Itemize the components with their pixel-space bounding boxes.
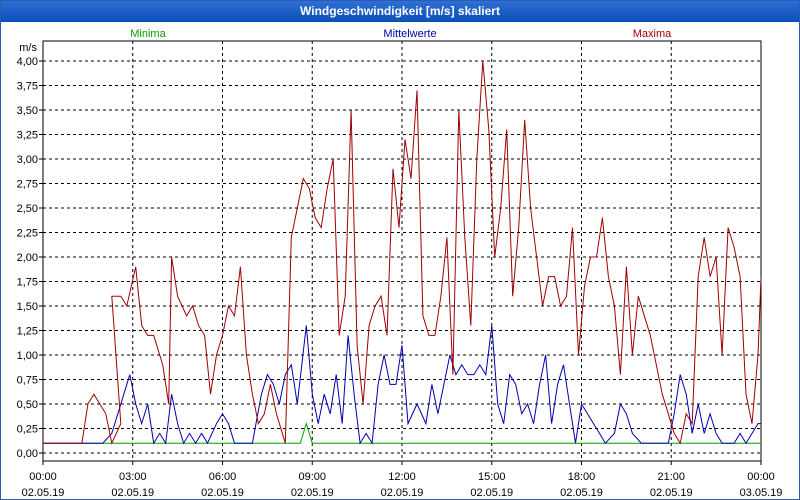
series-line-minima <box>43 421 761 444</box>
y-tick-label: 1,25 <box>17 326 38 338</box>
y-tick-label: 1,75 <box>17 277 38 289</box>
x-tick-time-label: 03:00 <box>119 471 147 483</box>
y-tick-label: 2,00 <box>17 252 38 264</box>
series-line-maxima <box>43 60 762 445</box>
y-tick-label: 0,50 <box>17 399 38 411</box>
y-tick-label: 3,75 <box>17 81 38 93</box>
x-tick-time-label: 21:00 <box>657 471 685 483</box>
x-tick-time-label: 18:00 <box>568 471 596 483</box>
y-tick-label: 0,75 <box>17 375 38 387</box>
y-axis-label: m/s <box>19 42 37 54</box>
x-tick-date-label: 02.05.19 <box>470 487 513 499</box>
series-line-mittelwerte <box>43 325 761 445</box>
y-tick-label: 3,50 <box>17 105 38 117</box>
y-tick-label: 0,25 <box>17 424 38 436</box>
x-tick-date-label: 03.05.19 <box>740 487 783 499</box>
y-tick-label: 1,50 <box>17 301 38 313</box>
y-tick-label: 2,75 <box>17 179 38 191</box>
y-tick-label: 3,25 <box>17 130 38 142</box>
x-tick-date-label: 02.05.19 <box>111 487 154 499</box>
x-tick-time-label: 15:00 <box>478 471 506 483</box>
title-bar: Windgeschwindigkeit [m/s] skaliert <box>1 1 799 22</box>
y-tick-label: 1,00 <box>17 350 38 362</box>
y-tick-label: 0,00 <box>17 448 38 460</box>
x-tick-time-label: 09:00 <box>298 471 326 483</box>
x-tick-date-label: 02.05.19 <box>650 487 693 499</box>
y-tick-label: 2,50 <box>17 203 38 215</box>
x-tick-date-label: 02.05.19 <box>201 487 244 499</box>
x-tick-time-label: 00:00 <box>747 471 775 483</box>
y-tick-label: 2,25 <box>17 228 38 240</box>
x-tick-time-label: 12:00 <box>388 471 416 483</box>
window-title: Windgeschwindigkeit [m/s] skaliert <box>300 4 500 18</box>
legend-mittelwerte: Mittelwerte <box>383 28 436 40</box>
y-tick-label: 3,00 <box>17 154 38 166</box>
x-tick-date-label: 02.05.19 <box>381 487 424 499</box>
x-tick-date-label: 02.05.19 <box>22 487 65 499</box>
legend-maxima: Maxima <box>633 28 672 40</box>
x-tick-date-label: 02.05.19 <box>291 487 334 499</box>
y-tick-label: 4,00 <box>17 56 38 68</box>
x-tick-time-label: 00:00 <box>29 471 57 483</box>
x-tick-time-label: 06:00 <box>209 471 237 483</box>
legend-minima: Minima <box>130 28 166 40</box>
x-tick-date-label: 02.05.19 <box>560 487 603 499</box>
